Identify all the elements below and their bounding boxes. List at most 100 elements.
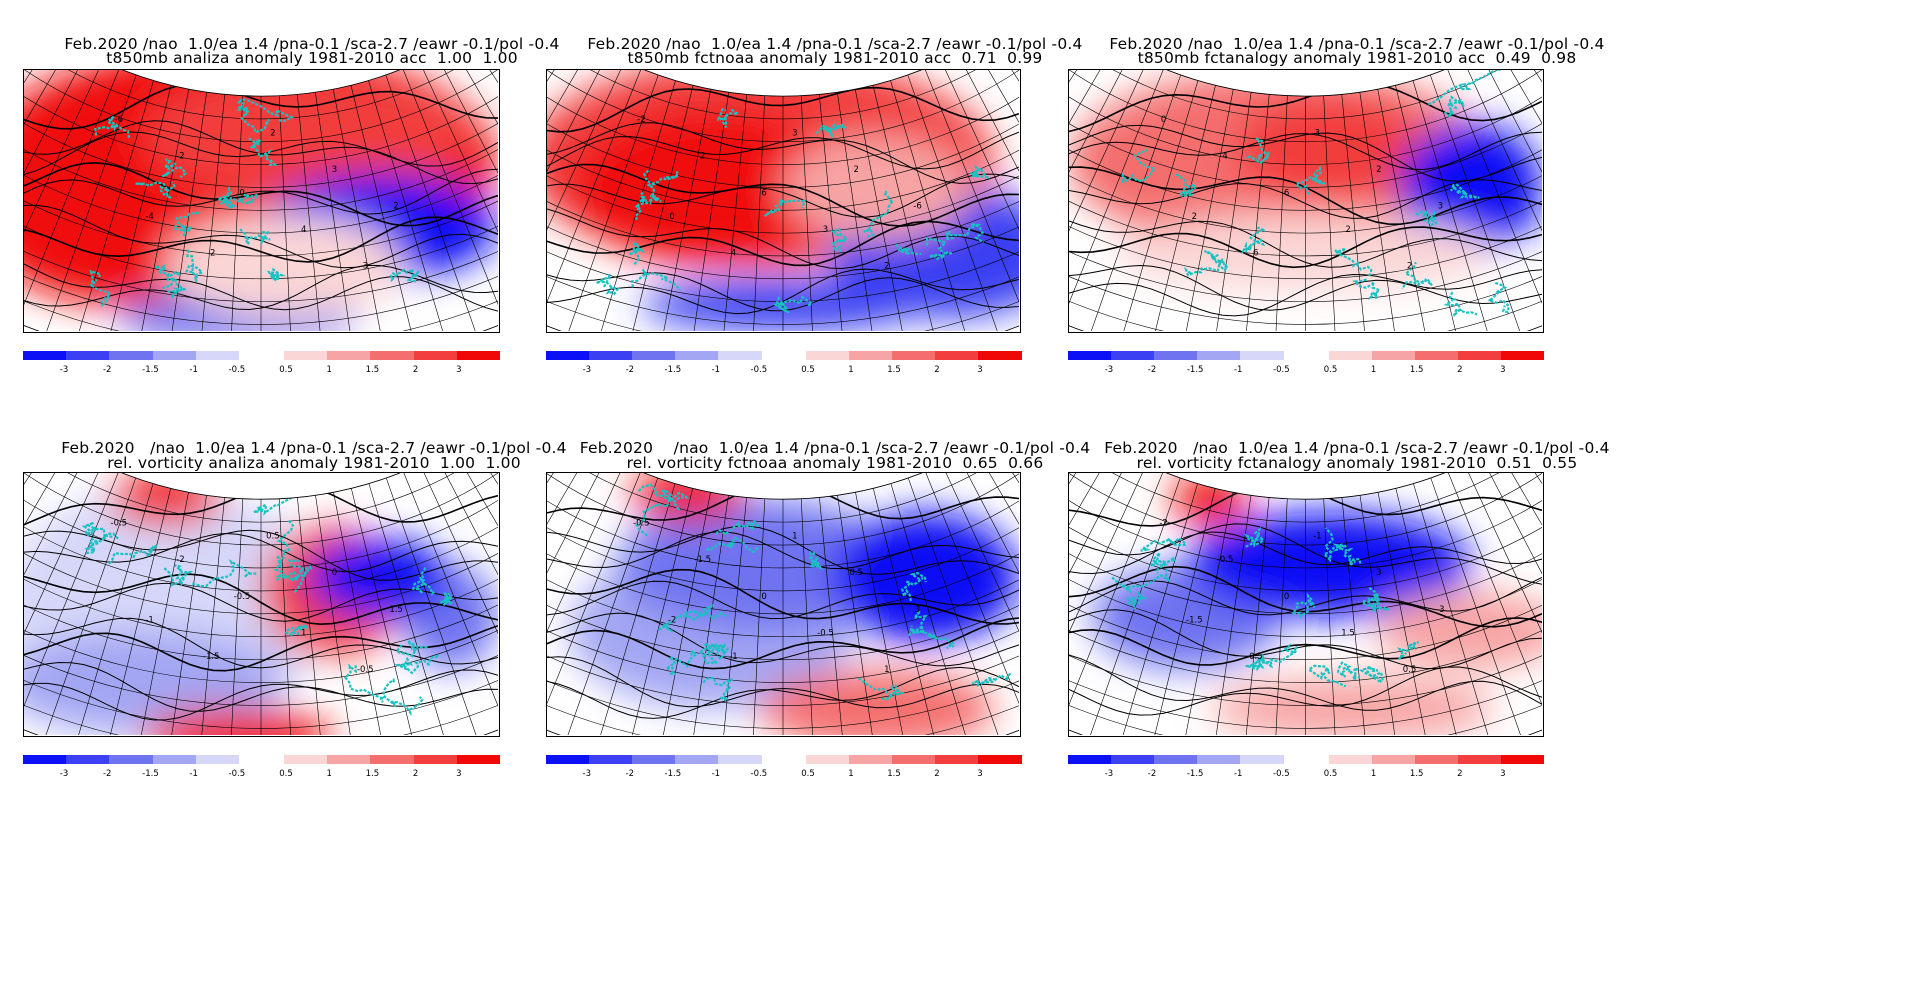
coastline xyxy=(1415,209,1438,227)
colorbar-tick-label: -2 xyxy=(1147,769,1157,779)
coastline xyxy=(135,181,176,200)
coastline xyxy=(907,628,955,650)
panel-title-line2: rel. vorticity fctnoaa anomaly 1981-2010… xyxy=(626,454,1044,472)
coastline xyxy=(1322,527,1347,563)
contour-line xyxy=(24,263,498,312)
coastline xyxy=(705,536,760,554)
map-frame: -6 -4 -2 -2 0 2 4 3 3 2 xyxy=(23,69,500,333)
coastline xyxy=(1427,70,1502,106)
coastline xyxy=(1294,165,1326,196)
coastline xyxy=(665,649,699,675)
panel-title-line1: Feb.2020 /nao 1.0/ea 1.4 /pna-0.1 /sca-2… xyxy=(579,439,1091,457)
contour-label: 2 xyxy=(1407,261,1412,271)
contour-label: 2 xyxy=(393,201,398,211)
panel-title-line1: Feb.2020 /nao 1.0/ea 1.4 /pna-0.1 /sca-2… xyxy=(1109,35,1605,53)
contour-label: 2 xyxy=(1192,212,1197,222)
colorbar-swatch xyxy=(675,755,719,764)
coastline xyxy=(1332,543,1362,567)
colorbar-swatch xyxy=(632,755,676,764)
colorbar-tick-label: -1.5 xyxy=(142,365,159,375)
coastline xyxy=(683,603,727,620)
colorbar-tick-label: 1.5 xyxy=(887,769,901,779)
contour-line xyxy=(24,582,498,622)
contour-label: 0 xyxy=(239,188,244,198)
colorbar-tick-label: 3 xyxy=(1500,769,1506,779)
colorbar-swatch xyxy=(1500,351,1545,360)
coastline xyxy=(901,571,927,602)
colorbar-swatch xyxy=(935,755,979,764)
colorbar-tick-label: -1.5 xyxy=(142,769,159,779)
coastline xyxy=(1244,137,1270,165)
coastline xyxy=(411,567,435,596)
map-frame: -0.5 -2 -1.5 -1 0 1 -0.5 0.5 1 3 xyxy=(546,472,1021,737)
contour-label: -6 xyxy=(913,201,921,211)
coastline xyxy=(1111,568,1171,595)
coastline xyxy=(862,190,896,238)
colorbar-tick-label: 2 xyxy=(934,365,940,375)
coastline xyxy=(1246,654,1270,671)
contour-label: -0.5 xyxy=(111,518,128,528)
anomaly-field-region xyxy=(617,499,901,631)
coastline xyxy=(287,559,313,593)
colorbar-swatch xyxy=(327,351,371,360)
colorbar-tick-label: -1.5 xyxy=(664,365,682,375)
contour-line xyxy=(24,83,498,130)
colorbar-swatch xyxy=(66,755,110,764)
map-frame: -0.5 -1 -2 -1.5 -0.5 0.5 1 0 -0.5 1.5 xyxy=(23,472,500,737)
colorbar-swatch xyxy=(109,351,154,360)
contour-line xyxy=(24,617,498,669)
coastline xyxy=(634,190,652,221)
coastline xyxy=(1368,602,1390,613)
coastline xyxy=(1401,261,1433,290)
colorbar-tick-label: -2 xyxy=(102,365,112,375)
contour-label: 3 xyxy=(363,261,368,271)
colorbar: -3 -2 -1.5 -1 -0.5 0.5 1 1.5 2 3 xyxy=(1068,755,1545,785)
contour-line xyxy=(1069,617,1542,666)
contour-line xyxy=(1069,269,1542,317)
coastline xyxy=(635,483,671,537)
anomaly-field-region xyxy=(24,630,285,735)
coastline xyxy=(657,613,707,633)
coastline xyxy=(394,640,428,658)
coastline xyxy=(1240,226,1266,255)
contour-line xyxy=(1069,654,1542,711)
colorbar-tick-label: 0.5 xyxy=(1323,769,1338,779)
anomaly-field-region xyxy=(142,708,333,735)
colorbar-swatch xyxy=(1240,351,1284,360)
colorbar-swatch xyxy=(1068,351,1112,360)
colorbar-tick-label: -1.5 xyxy=(1186,769,1204,779)
colorbar-swatch xyxy=(1457,351,1502,360)
contour-label: 1 xyxy=(792,532,797,542)
colorbar-swatch xyxy=(1371,351,1416,360)
colorbar: -3 -2 -1.5 -1 -0.5 0.5 1 1.5 2 3 xyxy=(1068,351,1545,381)
coastline xyxy=(1337,661,1361,681)
colorbar-swatch xyxy=(892,755,936,764)
contour-label: 1 xyxy=(884,665,889,675)
colorbar-tick-label: 3 xyxy=(977,769,983,779)
anomaly-field-region xyxy=(783,135,972,240)
coastline xyxy=(1149,552,1176,574)
colorbar-swatch xyxy=(1240,755,1284,764)
contour-label: -2 xyxy=(207,248,215,258)
colorbar-tick-label: 1.5 xyxy=(887,365,901,375)
coastline xyxy=(830,227,850,254)
contour-label: 2 xyxy=(700,152,705,162)
colorbar-tick-label: -0.5 xyxy=(228,769,246,779)
contour-line xyxy=(547,268,1019,315)
contour-label: 2 xyxy=(884,261,889,271)
colorbar-tick-label: 3 xyxy=(1500,365,1506,375)
contour-line xyxy=(1069,131,1542,171)
contour-line xyxy=(547,612,1019,667)
colorbar-tick-label: 1 xyxy=(848,365,854,375)
contour-label: 2 xyxy=(1376,165,1381,175)
contour-label: 4 xyxy=(1222,152,1227,162)
contour-line xyxy=(547,131,1019,170)
colorbar-swatch xyxy=(1154,351,1198,360)
contour-label: 0 xyxy=(332,568,337,578)
colorbar-swatch xyxy=(546,755,590,764)
coastline xyxy=(697,642,722,665)
coastline xyxy=(390,267,422,283)
colorbar-tick-label: 3 xyxy=(977,365,983,375)
colorbar-swatch xyxy=(935,351,979,360)
colorbar-swatch xyxy=(152,755,197,764)
